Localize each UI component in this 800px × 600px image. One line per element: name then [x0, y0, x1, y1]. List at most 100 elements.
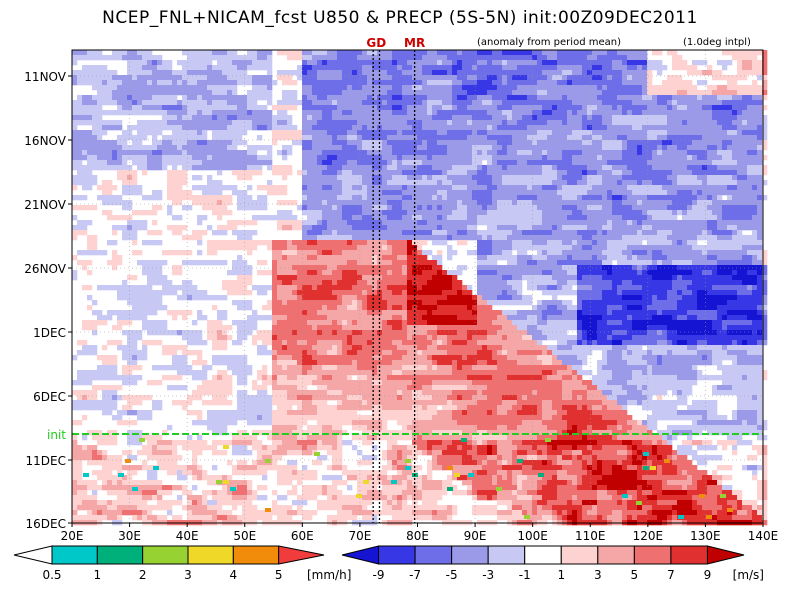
u850-cell [752, 225, 758, 231]
u850-cell [682, 60, 688, 66]
u850-cell [392, 245, 398, 251]
u850-cell [177, 135, 183, 141]
u850-cell [652, 85, 658, 91]
u850-cell [662, 185, 668, 191]
u850-cell [717, 155, 723, 161]
u850-cell [357, 85, 363, 91]
u850-cell [187, 190, 193, 196]
u850-cell [127, 110, 133, 116]
u850-cell [107, 185, 113, 191]
u850-cell [492, 235, 498, 241]
u850-cell [632, 175, 638, 181]
u850-cell [677, 85, 683, 91]
u850-cell [432, 105, 438, 111]
u850-cell [237, 120, 243, 126]
u850-cell [477, 180, 483, 186]
u850-cell [72, 100, 78, 106]
u850-cell [662, 160, 668, 166]
u850-cell [212, 105, 218, 111]
u850-cell [602, 210, 608, 216]
u850-cell [287, 105, 293, 111]
u850-cell [337, 160, 343, 166]
u850-cell [247, 250, 253, 256]
u850-cell [527, 70, 533, 76]
u850-cell [547, 190, 553, 196]
u850-cell [537, 170, 543, 176]
u850-cell [137, 105, 143, 111]
u850-cell [742, 160, 748, 166]
u850-cell [677, 60, 683, 66]
u850-cell [217, 135, 223, 141]
u850-cell [307, 165, 313, 171]
u850-cell [672, 200, 678, 206]
u850-cell [692, 210, 698, 216]
u850-cell [327, 245, 333, 251]
u850-cell [327, 95, 333, 101]
u850-cell [367, 195, 373, 201]
u850-cell [152, 55, 158, 61]
u850-cell [707, 170, 713, 176]
u850-cell [132, 155, 138, 161]
u850-cell [462, 65, 468, 71]
u850-cell [457, 60, 463, 66]
u850-cell [707, 185, 713, 191]
u850-cell [257, 125, 263, 131]
u850-cell [587, 60, 593, 66]
u850-cell [357, 235, 363, 241]
u850-cell [102, 70, 108, 76]
u850-cell [72, 145, 78, 151]
u850-cell [702, 200, 708, 206]
u850-cell [702, 195, 708, 201]
u850-cell [532, 215, 538, 221]
u850-cell [367, 60, 373, 66]
u850-cell [537, 130, 543, 136]
u850-cell [627, 180, 633, 186]
u850-cell [747, 165, 753, 171]
u850-cell [387, 165, 393, 171]
u850-cell [617, 125, 623, 131]
u850-cell [642, 245, 648, 251]
u850-cell [607, 135, 613, 141]
u850-cell [472, 225, 478, 231]
u850-cell [197, 75, 203, 81]
u850-cell [617, 145, 623, 151]
u850-cell [442, 225, 448, 231]
u850-cell [302, 250, 308, 256]
u850-cell [157, 140, 163, 146]
u850-cell [327, 240, 333, 246]
u850-cell [127, 135, 133, 141]
u850-cell [737, 130, 743, 136]
u850-cell [87, 55, 93, 61]
u850-cell [522, 155, 528, 161]
u850-cell [212, 245, 218, 251]
u850-cell [387, 65, 393, 71]
u850-cell [682, 125, 688, 131]
u850-cell [427, 110, 433, 116]
u850-cell [742, 180, 748, 186]
u850-cell [677, 250, 683, 256]
u850-cell [87, 180, 93, 186]
u850-cell [172, 140, 178, 146]
u850-cell [342, 235, 348, 241]
u850-cell [472, 100, 478, 106]
u850-cell [692, 85, 698, 91]
u850-cell [117, 95, 123, 101]
u850-cell [162, 100, 168, 106]
u850-cell [237, 235, 243, 241]
u850-cell [457, 230, 463, 236]
u850-cell [337, 180, 343, 186]
u850-cell [577, 245, 583, 251]
u850-cell [467, 100, 473, 106]
u850-cell [277, 105, 283, 111]
u850-cell [487, 115, 493, 121]
u850-cell [687, 240, 693, 246]
u850-cell [187, 150, 193, 156]
u850-cell [422, 50, 428, 56]
u850-cell [267, 245, 273, 251]
u850-cell [672, 190, 678, 196]
u850-cell [487, 50, 493, 56]
u850-cell [637, 245, 643, 251]
u850-cell [507, 75, 513, 81]
u850-cell [482, 145, 488, 151]
u850-cell [637, 175, 643, 181]
